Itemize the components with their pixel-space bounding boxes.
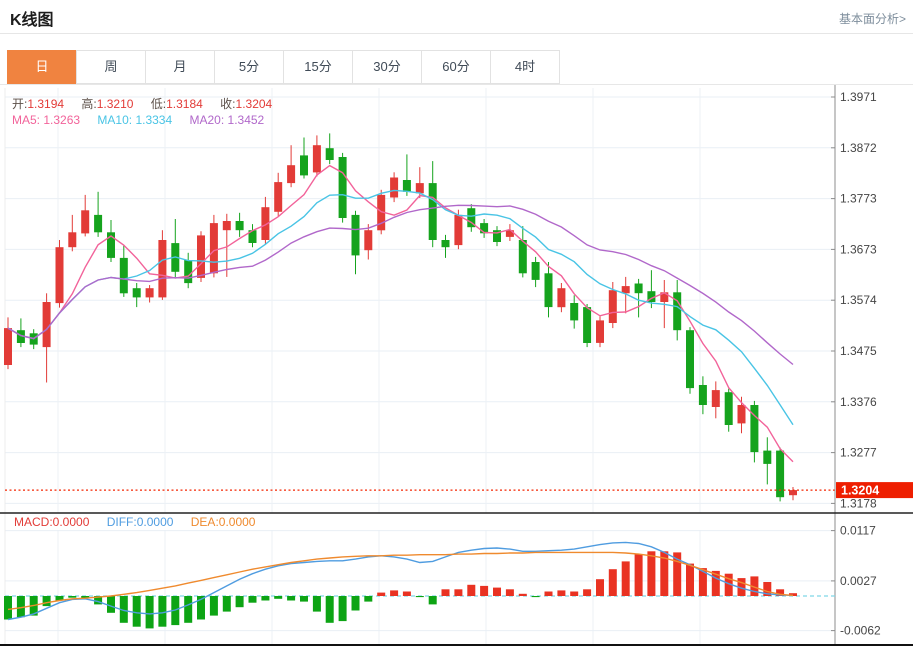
- tab-5分[interactable]: 5分: [214, 50, 284, 84]
- period-tab-bar: 日周月 5分 15分 30分 60分 4时: [7, 50, 560, 84]
- chart-canvas[interactable]: [0, 86, 913, 650]
- tab-日[interactable]: 日: [7, 50, 77, 84]
- macd-value: 0.0000: [52, 515, 90, 529]
- macd-label: MACD:: [14, 515, 53, 529]
- tab-30分[interactable]: 30分: [352, 50, 422, 84]
- ma-legend: MA5: 1.3263 MA10: 1.3334 MA20: 1.3452: [12, 113, 278, 127]
- diff-value: 0.0000: [136, 515, 174, 529]
- ma5-value: 1.3263: [43, 113, 81, 127]
- dea-label: DEA:: [190, 515, 219, 529]
- fundamental-analysis-link[interactable]: 基本面分析>: [838, 12, 906, 26]
- ma20-value: 1.3452: [227, 113, 265, 127]
- open-value: 1.3194: [27, 97, 65, 111]
- tab-60分[interactable]: 60分: [421, 50, 491, 84]
- close-value: 1.3204: [235, 97, 273, 111]
- ma10-label: MA10:: [97, 113, 133, 127]
- tab-4时[interactable]: 4时: [490, 50, 560, 84]
- tab-15分[interactable]: 15分: [283, 50, 353, 84]
- tabs-bottom-line: [0, 84, 913, 85]
- low-value: 1.3184: [166, 97, 203, 111]
- tab-周[interactable]: 周: [76, 50, 146, 84]
- dea-value: 0.0000: [218, 515, 256, 529]
- diff-label: DIFF:: [106, 515, 137, 529]
- ohlc-legend: 开:1.3194 高:1.3210 低:1.3184 收:1.3204: [12, 95, 286, 112]
- title-divider: [0, 33, 913, 34]
- close-label: 收:: [220, 97, 236, 111]
- tab-月[interactable]: 月: [145, 50, 215, 84]
- high-value: 1.3210: [96, 97, 134, 111]
- ma5-label: MA5:: [12, 113, 41, 127]
- high-label: 高:: [81, 97, 97, 111]
- low-label: 低:: [150, 97, 167, 111]
- ma10-value: 1.3334: [135, 113, 173, 127]
- ma20-label: MA20:: [189, 113, 225, 127]
- page-title: K线图: [10, 12, 54, 29]
- macd-legend: MACD:0.0000 DIFF:0.0000 DEA:0.0000: [14, 515, 269, 529]
- open-label: 开:: [12, 97, 28, 111]
